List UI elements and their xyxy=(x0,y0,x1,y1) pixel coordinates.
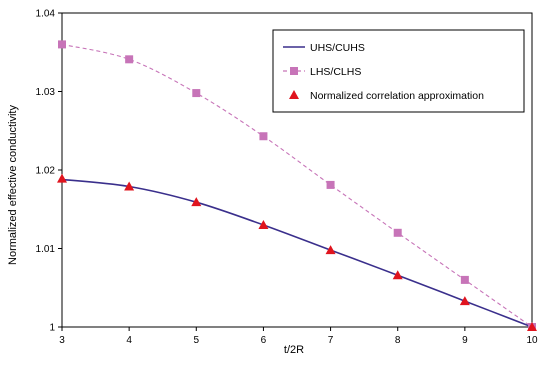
series-layer xyxy=(57,40,537,331)
series-line-uhs-cuhs xyxy=(61,178,533,328)
x-tick-label: 8 xyxy=(395,335,401,346)
x-tick-label: 4 xyxy=(126,335,132,346)
point-correlation xyxy=(191,197,202,207)
legend-box xyxy=(272,29,525,113)
x-tick-label: 6 xyxy=(261,335,267,346)
point-correlation xyxy=(527,322,537,331)
point-lhs-clhs xyxy=(460,275,469,284)
x-axis-title: t/2R xyxy=(284,344,304,356)
legend-label-correlation: Normalized correlation approximation xyxy=(310,90,484,102)
x-axis: 3 4 5 6 7 8 9 10 xyxy=(59,327,538,346)
point-correlation xyxy=(57,173,67,183)
point-lhs-clhs xyxy=(259,132,268,141)
y-axis-title: Normalized effective conductivity xyxy=(7,105,19,265)
x-tick-label: 7 xyxy=(328,335,334,346)
y-tick-label: 1 xyxy=(49,323,55,334)
point-lhs-clhs xyxy=(125,55,134,64)
legend-marker-correlation xyxy=(289,90,299,99)
x-tick-label: 3 xyxy=(59,335,65,346)
series-line-lhs-clhs xyxy=(61,43,533,328)
point-correlation xyxy=(124,181,135,191)
x-tick-label: 9 xyxy=(462,335,468,346)
y-tick-label: 1.02 xyxy=(36,166,56,177)
legend-label-lhs-clhs: LHS/CLHS xyxy=(310,66,361,78)
point-correlation xyxy=(258,219,269,229)
y-tick-label: 1.03 xyxy=(36,87,56,98)
legend: UHS/CUHS LHS/CLHS Normalized correlation… xyxy=(272,29,525,113)
point-lhs-clhs xyxy=(192,89,201,98)
point-lhs-clhs xyxy=(326,180,335,189)
point-correlation xyxy=(392,270,403,280)
point-correlation xyxy=(459,296,470,306)
y-axis: 1 1.01 1.02 1.03 1.04 xyxy=(36,9,62,334)
legend-label-uhs-cuhs: UHS/CUHS xyxy=(310,42,365,54)
legend-marker-lhs-clhs xyxy=(290,67,298,75)
point-correlation xyxy=(325,245,336,255)
y-tick-label: 1.04 xyxy=(36,9,56,20)
point-lhs-clhs xyxy=(393,228,402,237)
y-tick-label: 1.01 xyxy=(36,244,56,255)
x-tick-label: 5 xyxy=(194,335,200,346)
x-tick-label: 10 xyxy=(526,335,538,346)
point-lhs-clhs xyxy=(58,40,66,49)
